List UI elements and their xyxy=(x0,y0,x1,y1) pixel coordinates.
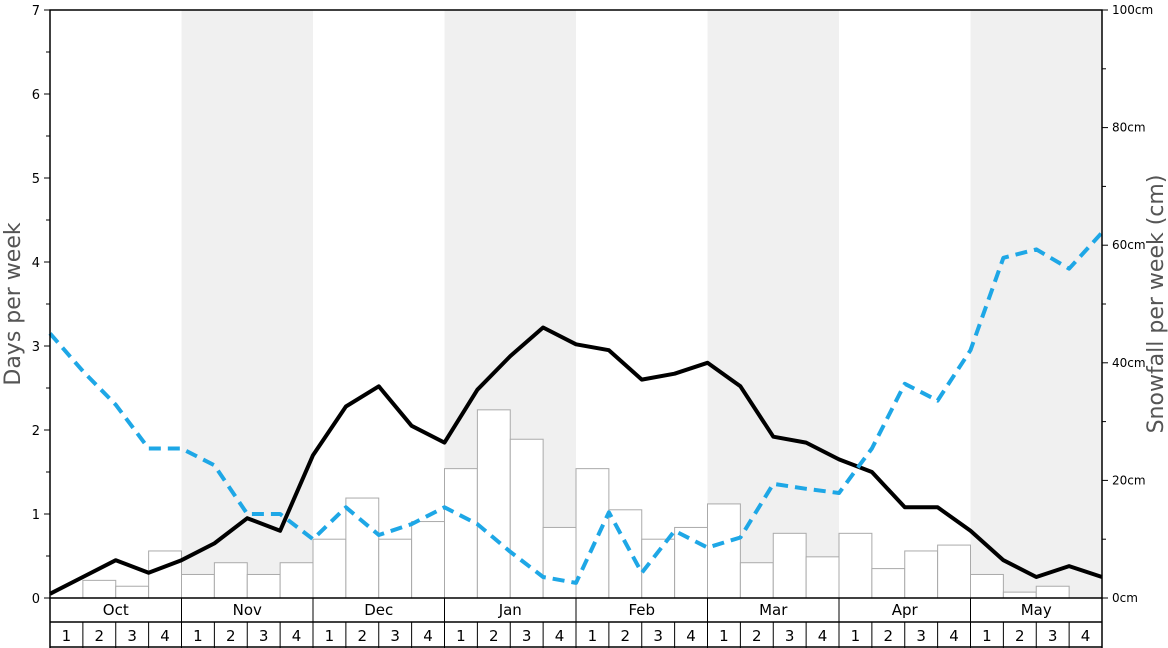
y-left-tick-label: 2 xyxy=(32,424,40,439)
month-shade-nov xyxy=(181,10,313,598)
snowfall-bar xyxy=(772,532,807,599)
chart-lines xyxy=(48,231,1104,596)
month-label-dec: Dec xyxy=(364,601,393,619)
month-label-jan: Jan xyxy=(498,601,522,619)
week-label: 2 xyxy=(95,627,105,645)
week-label: 1 xyxy=(62,627,72,645)
y-left-tick-label: 4 xyxy=(32,256,40,271)
snowfall-bar xyxy=(444,468,478,599)
week-label: 4 xyxy=(949,627,959,645)
y-right-tick-label: 20cm xyxy=(1112,473,1146,487)
y-left-tick-label: 6 xyxy=(32,88,40,103)
snowfall-bar xyxy=(279,562,314,599)
snowfall-bar xyxy=(937,544,971,599)
week-label: 2 xyxy=(752,627,762,645)
week-label: 2 xyxy=(621,627,631,645)
week-label: 4 xyxy=(160,627,170,645)
month-label-nov: Nov xyxy=(233,601,262,619)
snowfall-bar xyxy=(411,521,445,599)
y-left-tick-label: 1 xyxy=(32,508,40,523)
snowfall-bar xyxy=(148,550,182,599)
week-label: 3 xyxy=(127,627,137,645)
y-right-tick-label: 80cm xyxy=(1112,121,1146,135)
snowfall-bar xyxy=(312,538,347,599)
snowfall-bar xyxy=(82,579,117,599)
week-label: 4 xyxy=(292,627,302,645)
month-label-mar: Mar xyxy=(759,601,788,619)
y-left-axis-title: Days per week xyxy=(1,222,26,385)
week-label: 3 xyxy=(653,627,663,645)
snowfall-bars xyxy=(82,409,1070,599)
snowfall-bar xyxy=(674,526,708,599)
y-left-tick-label: 5 xyxy=(32,172,40,187)
month-shade-may xyxy=(970,10,1102,598)
snowfall-bar xyxy=(970,573,1004,599)
week-label: 3 xyxy=(1048,627,1058,645)
y-left-tick-label: 3 xyxy=(32,340,40,355)
snowfall-bar xyxy=(871,568,906,599)
week-label: 3 xyxy=(785,627,795,645)
snowfall-bar xyxy=(904,550,939,599)
snowfall-bar xyxy=(181,573,215,599)
snowfall-bar xyxy=(378,538,413,599)
y-left-tick-label: 7 xyxy=(32,4,40,19)
week-label: 4 xyxy=(1081,627,1091,645)
month-label-apr: Apr xyxy=(892,601,919,619)
snowfall-bar xyxy=(542,526,577,599)
week-label: 1 xyxy=(588,627,598,645)
week-label: 4 xyxy=(423,627,433,645)
month-label-oct: Oct xyxy=(103,601,129,619)
y-right-tick-label: 0cm xyxy=(1112,591,1138,605)
month-label-feb: Feb xyxy=(628,601,655,619)
snowfall-bar xyxy=(707,503,741,599)
month-shade-mar xyxy=(707,10,839,598)
dashed-line xyxy=(48,231,1104,585)
snowfall-bar xyxy=(213,562,248,599)
week-label: 1 xyxy=(982,627,992,645)
week-label: 3 xyxy=(522,627,532,645)
week-label: 1 xyxy=(193,627,203,645)
week-label: 2 xyxy=(358,627,368,645)
snowfall-bar xyxy=(115,585,150,599)
week-label: 2 xyxy=(226,627,236,645)
snowfall-bar xyxy=(575,468,610,599)
y-right-tick-label: 60cm xyxy=(1112,238,1146,252)
snowfall-bar xyxy=(608,509,643,599)
week-label: 4 xyxy=(686,627,696,645)
week-label: 3 xyxy=(259,627,269,645)
snowfall-bar xyxy=(246,573,281,599)
week-label: 2 xyxy=(1015,627,1025,645)
y-right-tick-label: 40cm xyxy=(1112,356,1146,370)
week-label: 2 xyxy=(489,627,499,645)
snowfall-bar xyxy=(1035,585,1070,599)
week-label: 3 xyxy=(390,627,400,645)
snowfall-bar xyxy=(476,409,511,599)
month-shading xyxy=(181,10,1102,598)
y-left-tick-label: 0 xyxy=(32,592,40,607)
month-label-may: May xyxy=(1021,601,1052,619)
x-axis-months-weeks: Oct 1 2 3 4 Nov 1 2 3 4 Dec 1 2 3 4 Jan 1 2 3 4 Feb 1 2 3 4 Mar 1 2… xyxy=(49,598,1103,648)
week-label: 4 xyxy=(818,627,828,645)
week-label: 1 xyxy=(719,627,729,645)
snowfall-bar xyxy=(805,556,840,599)
week-label: 1 xyxy=(325,627,335,645)
week-label: 1 xyxy=(851,627,861,645)
snowfall-bar xyxy=(838,532,873,599)
snowfall-bar xyxy=(345,497,380,599)
week-label: 3 xyxy=(916,627,926,645)
snowfall-bar xyxy=(739,562,774,599)
y-right-tick-label: 100cm xyxy=(1112,3,1153,17)
snowfall-bar xyxy=(1002,591,1037,599)
week-label: 1 xyxy=(456,627,466,645)
week-label: 2 xyxy=(884,627,894,645)
y-right-axis-title: Snowfall per week (cm) xyxy=(1144,175,1168,434)
solid-line xyxy=(49,325,1103,596)
week-label: 4 xyxy=(555,627,565,645)
